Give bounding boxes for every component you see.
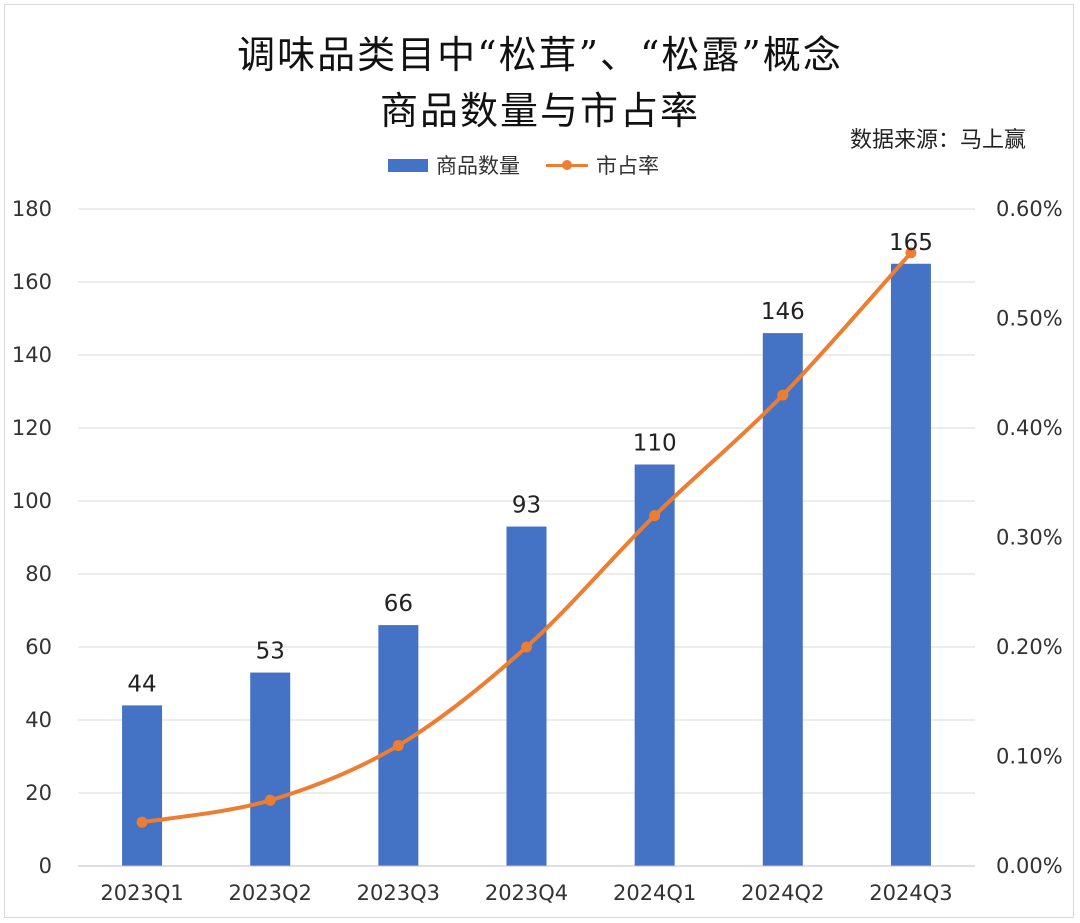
legend-item-count: 商品数量 xyxy=(388,150,520,180)
bar xyxy=(890,263,931,866)
bar-data-label: 44 xyxy=(127,671,156,697)
bar-data-label: 53 xyxy=(256,639,285,665)
chart-frame xyxy=(4,4,1074,918)
x-tick-label: 2024Q1 xyxy=(613,881,696,905)
share-point xyxy=(136,816,148,828)
bar-series xyxy=(122,263,931,867)
y-right-tick-label: 0.30% xyxy=(996,526,1063,550)
share-point xyxy=(649,510,661,522)
y-right-tick-label: 0.50% xyxy=(996,307,1063,331)
data-labels: 44 53 66 93 110 146 165 xyxy=(127,230,932,698)
y-right-tick-label: 0.20% xyxy=(996,635,1063,659)
y-right-tick-label: 0.60% xyxy=(996,197,1063,221)
bar xyxy=(634,464,675,866)
share-point xyxy=(777,389,789,401)
bar xyxy=(762,333,803,867)
bar-data-label: 165 xyxy=(889,230,933,256)
x-tick-label: 2023Q2 xyxy=(229,881,312,905)
share-point xyxy=(521,641,532,653)
line-series xyxy=(136,247,917,828)
bar-data-label: 66 xyxy=(384,591,413,617)
x-tick-label: 2024Q2 xyxy=(741,881,824,905)
x-tick-label: 2024Q3 xyxy=(869,881,952,905)
legend-label-share: 市占率 xyxy=(596,154,659,178)
legend-label-count: 商品数量 xyxy=(436,154,520,178)
x-tick-label: 2023Q3 xyxy=(357,881,440,905)
legend-bar-swatch xyxy=(388,158,428,172)
x-tick-label: 2023Q1 xyxy=(100,881,183,905)
y-axis-right: 0.00% 0.10% 0.20% 0.30% 0.40% 0.50% 0.60% xyxy=(996,197,1063,878)
bar xyxy=(250,672,291,866)
share-point xyxy=(392,740,404,752)
legend-line-swatch xyxy=(546,159,588,172)
bar xyxy=(506,526,547,866)
y-left-tick-label: 100 xyxy=(12,489,52,513)
share-point xyxy=(264,794,276,806)
y-left-tick-label: 120 xyxy=(12,416,52,440)
chart-subtitle: 商品数量与市占率 xyxy=(379,89,700,133)
bar-data-label: 93 xyxy=(512,493,541,519)
y-left-tick-label: 180 xyxy=(12,197,52,221)
bar xyxy=(122,705,163,866)
legend-item-share: 市占率 xyxy=(546,150,659,180)
chart-legend: 商品数量 市占率 xyxy=(388,150,685,180)
y-right-tick-label: 0.00% xyxy=(996,854,1063,878)
y-right-tick-label: 0.10% xyxy=(996,745,1063,769)
x-tick-label: 2023Q4 xyxy=(485,881,568,905)
bar-data-label: 110 xyxy=(633,431,677,457)
share-point xyxy=(905,247,917,259)
y-left-tick-label: 60 xyxy=(25,635,52,659)
y-right-tick-label: 0.40% xyxy=(996,416,1063,440)
y-left-tick-label: 140 xyxy=(12,343,52,367)
x-axis: 2023Q1 2023Q2 2023Q3 2023Q4 2024Q1 2024Q2 2024… xyxy=(78,865,975,905)
bar-data-label: 146 xyxy=(761,299,805,325)
y-axis-left: 0 20 40 60 80 100 120 140 160 180 xyxy=(12,197,52,878)
y-left-tick-label: 40 xyxy=(25,708,52,732)
chart-title: 调味品类目中“松茸”、“松露”概念 xyxy=(237,33,843,77)
y-left-tick-label: 0 xyxy=(39,854,52,878)
y-left-tick-label: 80 xyxy=(25,562,52,586)
y-left-tick-label: 160 xyxy=(12,270,52,294)
y-left-tick-label: 20 xyxy=(25,781,52,805)
data-source-note: 数据来源：马上赢 xyxy=(849,128,1026,153)
